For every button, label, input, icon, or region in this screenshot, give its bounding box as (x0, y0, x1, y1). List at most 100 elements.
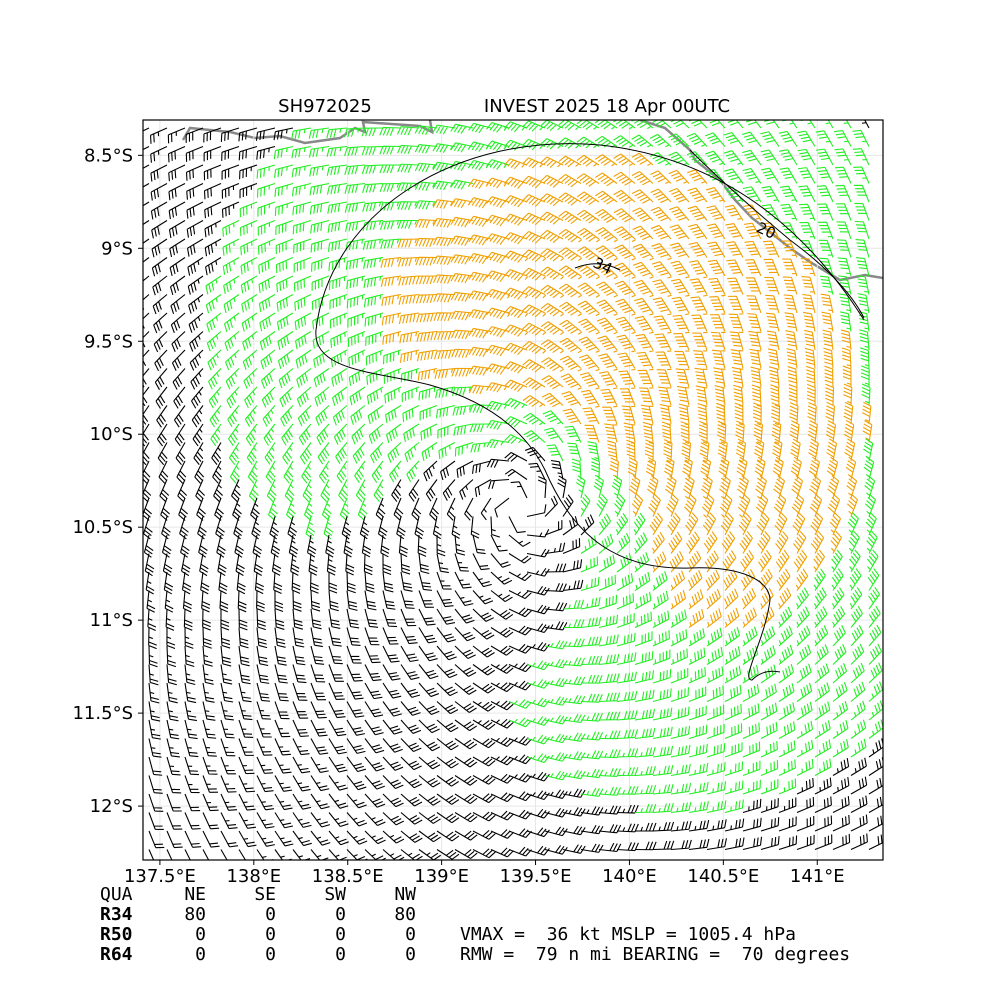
wind-barb (796, 606, 810, 628)
wind-barb (235, 553, 245, 577)
wind-barb (371, 460, 384, 483)
wind-barb (490, 608, 514, 620)
wind-barb (381, 312, 402, 326)
wind-barb (814, 606, 828, 628)
wind-barb (798, 203, 816, 221)
wind-barb (236, 571, 246, 595)
wind-barb (189, 349, 204, 371)
wind-barb (859, 329, 870, 351)
wind-barb (631, 171, 654, 186)
wind-barb (706, 819, 727, 832)
wind-barb (504, 232, 528, 245)
wind-barb (745, 120, 762, 129)
wind-barb (694, 367, 708, 389)
wind-barb (415, 219, 438, 229)
wind-barb (580, 556, 599, 573)
wind-barb (323, 516, 334, 540)
wind-barb (526, 697, 550, 708)
wind-barb (756, 512, 770, 536)
wind-barb (854, 220, 870, 240)
wind-barb (152, 275, 168, 296)
table-cell: 0 (265, 924, 276, 945)
wind-barb (317, 442, 330, 465)
wind-barb (292, 738, 310, 756)
wind-barb (850, 662, 865, 684)
wind-barb (801, 276, 816, 295)
wind-barb (266, 479, 277, 503)
wind-barb (580, 597, 601, 610)
wind-barb (850, 719, 867, 739)
wind-barb (687, 205, 708, 221)
wind-barb (707, 120, 726, 129)
wind-barb (238, 849, 255, 860)
wind-barb (540, 303, 565, 317)
wind-barb (220, 608, 230, 631)
wind-barb (688, 241, 708, 258)
wind-barb (470, 516, 480, 539)
wind-barb (366, 386, 384, 405)
wind-barb (778, 740, 796, 758)
wind-barb (295, 331, 312, 350)
wind-barb (363, 275, 384, 289)
wind-barb (311, 275, 330, 291)
wind-barb (256, 812, 275, 829)
wind-barb (274, 701, 290, 720)
wind-barb (800, 258, 816, 277)
wind-barb (296, 368, 312, 388)
wind-barb (843, 383, 853, 406)
wind-barb (616, 748, 639, 758)
table-cell: R50 (100, 924, 133, 945)
table-header: NW (394, 884, 416, 905)
wind-barb (221, 164, 240, 180)
wind-barb (598, 673, 620, 684)
wind-barb (274, 645, 287, 666)
wind-barb (790, 456, 802, 480)
wind-barb (308, 553, 318, 576)
wind-barb (247, 460, 258, 484)
wind-barb (418, 793, 441, 806)
wind-barb (153, 331, 168, 353)
wind-barb (433, 293, 456, 303)
wind-barb (169, 257, 186, 277)
wind-barb (706, 588, 721, 610)
wind-barb (598, 711, 621, 721)
wind-barb (838, 275, 852, 295)
wind-barb (202, 645, 213, 667)
wind-barb (613, 153, 636, 167)
wind-barb (469, 423, 492, 433)
wind-barb (582, 407, 600, 425)
wind-barb (238, 627, 249, 649)
wind-barb (716, 402, 726, 426)
wind-barb (244, 405, 258, 427)
wind-barb (364, 664, 382, 682)
wind-barb (446, 497, 456, 521)
wind-barb (364, 793, 386, 808)
wind-barb (472, 811, 496, 822)
wind-barb (764, 120, 780, 129)
wind-barb (789, 402, 799, 425)
wind-barb (364, 590, 377, 611)
wind-barb (796, 625, 811, 647)
wind-barb (370, 442, 384, 464)
wind-barb (724, 626, 741, 647)
wind-barb (379, 164, 401, 174)
wind-barb (562, 751, 586, 761)
wind-barb (688, 667, 706, 684)
wind-barb (368, 423, 384, 444)
wind-barb (598, 634, 619, 647)
wind-barb (220, 664, 233, 685)
wind-barb (670, 782, 692, 795)
wind-barb (683, 475, 695, 500)
wind-barb (540, 266, 565, 280)
wind-barb (417, 367, 438, 381)
wind-barb (632, 207, 654, 222)
wind-barb (634, 650, 654, 666)
wind-barb (433, 330, 456, 341)
wind-barb (681, 438, 692, 463)
wind-barb (526, 827, 550, 838)
wind-barb (670, 648, 688, 666)
wind-barb (747, 313, 762, 334)
wind-barb (220, 719, 235, 739)
wind-barb (848, 530, 860, 554)
wind-barb (616, 652, 637, 666)
